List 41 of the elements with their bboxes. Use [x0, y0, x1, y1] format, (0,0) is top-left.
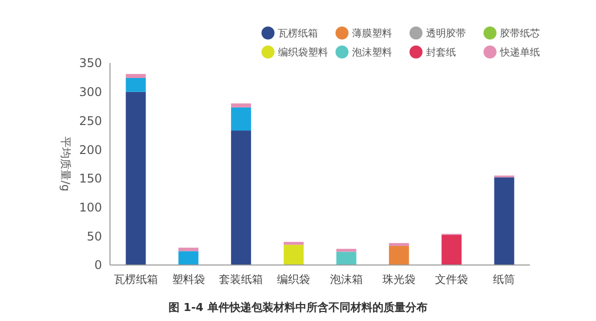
x-tick-label: 套装纸箱: [219, 273, 264, 286]
legend-label: 快递单纸: [499, 46, 540, 58]
bar: [388, 246, 409, 265]
y-axis-title: 平均质量/g: [59, 136, 72, 192]
legend-label: 编织袋塑料: [278, 46, 328, 58]
bar: [126, 78, 146, 92]
bar: [178, 248, 198, 252]
x-tick-label: 泡沫箱: [330, 273, 363, 286]
y-tick-label: 250: [79, 114, 102, 128]
x-tick-label: 纸筒: [493, 273, 516, 286]
bar: [178, 251, 198, 265]
bar: [231, 130, 252, 265]
bar: [494, 177, 514, 265]
bar: [126, 92, 146, 265]
y-tick-label: 350: [79, 56, 102, 70]
y-tick-label: 300: [79, 85, 102, 100]
x-tick-label: 塑料袋: [172, 273, 205, 286]
x-tick-label: 珠光袋: [382, 273, 416, 286]
legend-label: 封套纸: [426, 46, 456, 58]
x-tick-label: 瓦楞纸箱: [114, 273, 158, 286]
text: 图 1-4 单件快递包装材料中所含不同材料的质量分布: [168, 301, 428, 314]
y-tick-label: 50: [86, 229, 102, 244]
bar: [126, 74, 146, 78]
y-tick-label: 200: [79, 142, 102, 157]
bar: [388, 243, 409, 246]
bar: [284, 242, 304, 245]
x-tick-label: 文件袋: [435, 273, 468, 286]
legend-label: 胶带纸芯: [500, 28, 540, 40]
bar: [284, 244, 304, 265]
legend-label: 透明胶带: [426, 28, 466, 40]
legend-label: 泡沫塑料: [352, 46, 392, 58]
legend-label: 瓦楞纸箱: [278, 28, 318, 40]
y-tick-label: 100: [79, 200, 102, 214]
bar: [442, 234, 462, 265]
y-tick-label: 150: [79, 172, 102, 186]
y-tick-label: 0: [94, 258, 102, 272]
bar: [231, 103, 252, 108]
x-tick-label: 编织袋: [277, 273, 310, 286]
bar: [231, 107, 252, 131]
legend-label: 薄膜塑料: [352, 28, 392, 40]
bar: [336, 252, 356, 265]
